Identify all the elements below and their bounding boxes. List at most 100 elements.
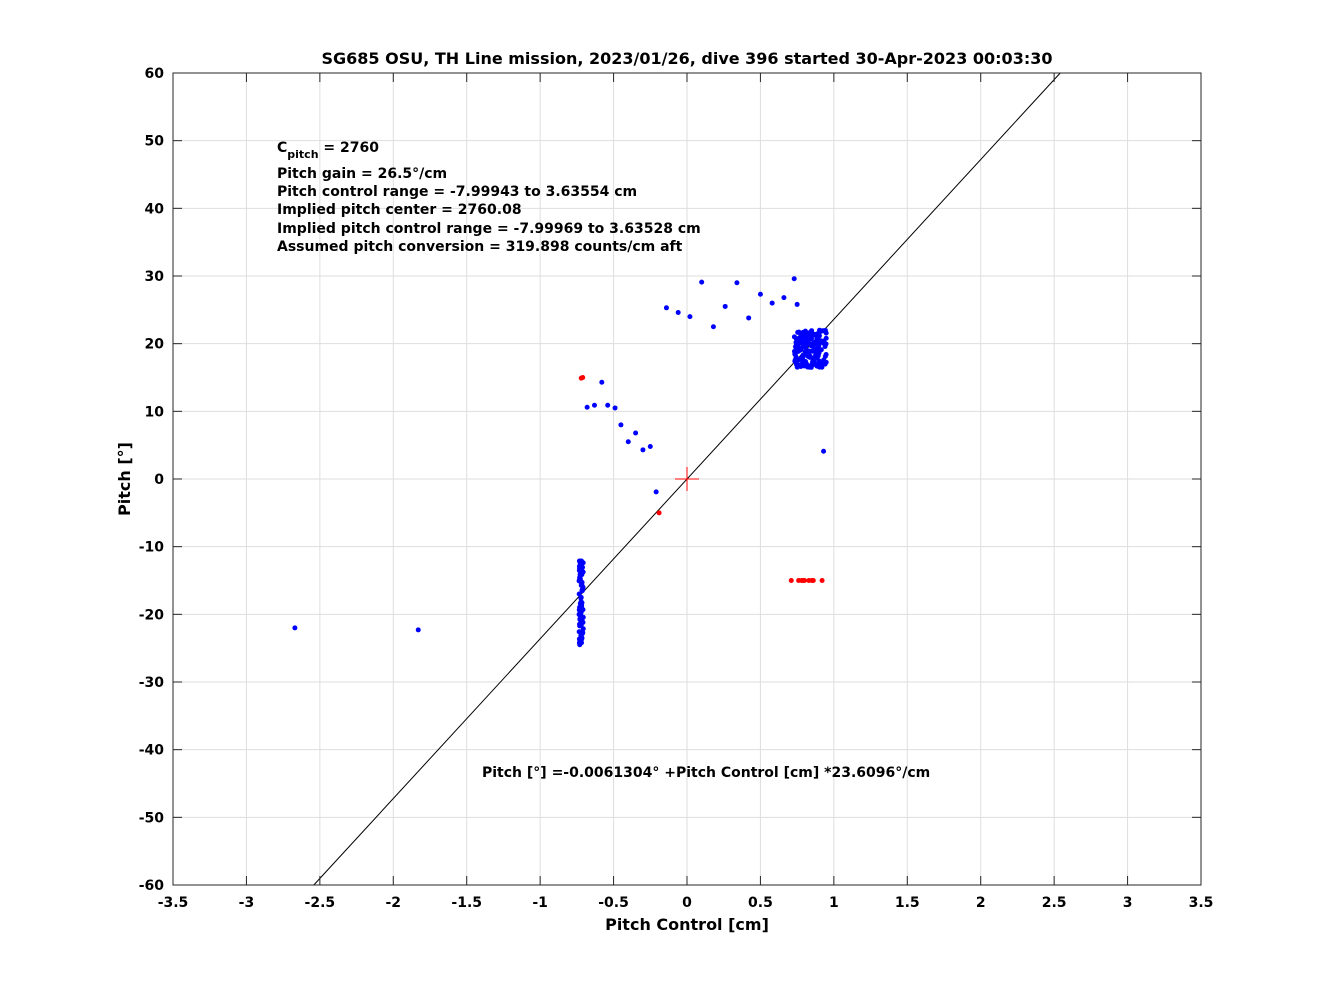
- cluster-point: [795, 362, 801, 368]
- x-tick-label: -1.5: [451, 895, 482, 911]
- x-tick-label: 0.5: [748, 895, 773, 911]
- cluster-point: [578, 595, 584, 601]
- data-point: [675, 310, 681, 316]
- cluster-point: [801, 359, 807, 365]
- y-tick-label: -20: [139, 607, 165, 623]
- plot-data: [292, 72, 1061, 886]
- y-tick-label: -50: [139, 810, 165, 826]
- y-tick-label: 20: [145, 337, 165, 353]
- cluster-point: [577, 642, 583, 648]
- data-point: [653, 489, 659, 495]
- x-tick-label: 2: [976, 895, 986, 911]
- data-point: [591, 402, 597, 408]
- cluster-point: [818, 338, 824, 344]
- annotation-implied-range: Implied pitch control range = -7.99969 t…: [277, 221, 701, 237]
- data-point: [699, 279, 705, 285]
- x-tick-label: 2.5: [1042, 895, 1067, 911]
- data-point: [618, 422, 624, 428]
- cluster-point: [792, 358, 798, 364]
- cluster-point: [796, 335, 802, 341]
- data-point: [757, 291, 763, 297]
- cluster-point: [793, 354, 799, 360]
- cluster-point: [578, 582, 584, 588]
- x-tick-label: -3: [239, 895, 255, 911]
- cluster-point: [802, 349, 808, 355]
- axis-ticks: -3.5 -3 -2.5 -2 -1.5 -1 -0.5 0 0.5 1 1.5 2 2.5 3 3.5 -6…: [139, 66, 1214, 911]
- cluster-point: [812, 331, 818, 337]
- cluster-point: [797, 356, 803, 362]
- data-point: [625, 439, 631, 445]
- cluster-point: [800, 344, 806, 350]
- y-tick-label: 60: [145, 66, 165, 82]
- annotation-c-pitch: Cpitch = 2760: [277, 140, 379, 161]
- data-point: [734, 280, 740, 286]
- cluster-point: [793, 344, 799, 350]
- y-tick-label: -30: [139, 675, 165, 691]
- cluster-point: [793, 339, 799, 345]
- cluster-point: [803, 363, 809, 369]
- cluster-point: [576, 636, 582, 642]
- c-pitch-value: = 2760: [319, 140, 380, 156]
- data-point: [415, 627, 421, 633]
- y-tick-label: 10: [145, 404, 165, 420]
- data-point: [584, 404, 590, 410]
- series-1: [292, 276, 829, 648]
- data-point: [663, 305, 669, 311]
- x-tick-label: 0: [682, 895, 692, 911]
- x-tick-label: 3.5: [1189, 895, 1214, 911]
- cluster-point: [580, 564, 586, 570]
- data-point: [633, 430, 639, 436]
- x-tick-label: -1: [532, 895, 548, 911]
- data-point: [640, 447, 646, 453]
- c-pitch-subscript: pitch: [287, 148, 318, 161]
- data-point: [647, 444, 653, 450]
- cluster-point: [811, 359, 817, 365]
- y-tick-label: 50: [145, 134, 165, 150]
- y-tick-label: 30: [145, 269, 165, 285]
- cluster-point: [577, 616, 583, 622]
- cluster-point: [578, 558, 584, 564]
- data-point: [599, 379, 605, 385]
- cluster-point: [807, 330, 813, 336]
- x-tick-label: 1.5: [895, 895, 920, 911]
- c-pitch-symbol: C: [277, 140, 287, 156]
- annotation-pitch-gain: Pitch gain = 26.5°/cm: [277, 166, 447, 182]
- cluster-point: [821, 357, 827, 363]
- cluster-point: [823, 335, 829, 341]
- cluster-point: [814, 355, 820, 361]
- data-point: [578, 375, 584, 381]
- data-point: [605, 402, 611, 408]
- x-tick-label: -0.5: [598, 895, 629, 911]
- y-tick-label: -60: [139, 878, 165, 894]
- y-tick-label: -10: [139, 540, 165, 556]
- cluster-point: [579, 572, 585, 578]
- data-point: [781, 295, 787, 301]
- x-tick-label: 1: [829, 895, 839, 911]
- data-point: [801, 578, 807, 583]
- data-point: [791, 276, 797, 282]
- data-point: [292, 625, 298, 631]
- y-tick-label: 40: [145, 201, 165, 217]
- data-point: [687, 314, 693, 320]
- annotation-conversion: Assumed pitch conversion = 319.898 count…: [277, 239, 683, 255]
- cluster-point: [809, 343, 815, 349]
- x-tick-label: -3.5: [158, 895, 189, 911]
- x-tick-label: 3: [1123, 895, 1133, 911]
- chart-title: SG685 OSU, TH Line mission, 2023/01/26, …: [322, 49, 1053, 68]
- cluster-point: [809, 348, 815, 354]
- cluster-point: [818, 328, 824, 334]
- cluster-point: [579, 600, 585, 606]
- data-point: [612, 405, 618, 411]
- data-point: [710, 324, 716, 330]
- data-point: [821, 448, 827, 454]
- data-point: [656, 510, 662, 516]
- data-point: [788, 578, 794, 583]
- cluster-point: [816, 364, 822, 370]
- cluster-point: [815, 346, 821, 352]
- cluster-point: [576, 591, 582, 597]
- cluster-point: [580, 607, 586, 613]
- y-tick-label: -40: [139, 743, 165, 759]
- y-axis-label: Pitch [°]: [115, 442, 134, 516]
- x-tick-label: -2.5: [305, 895, 336, 911]
